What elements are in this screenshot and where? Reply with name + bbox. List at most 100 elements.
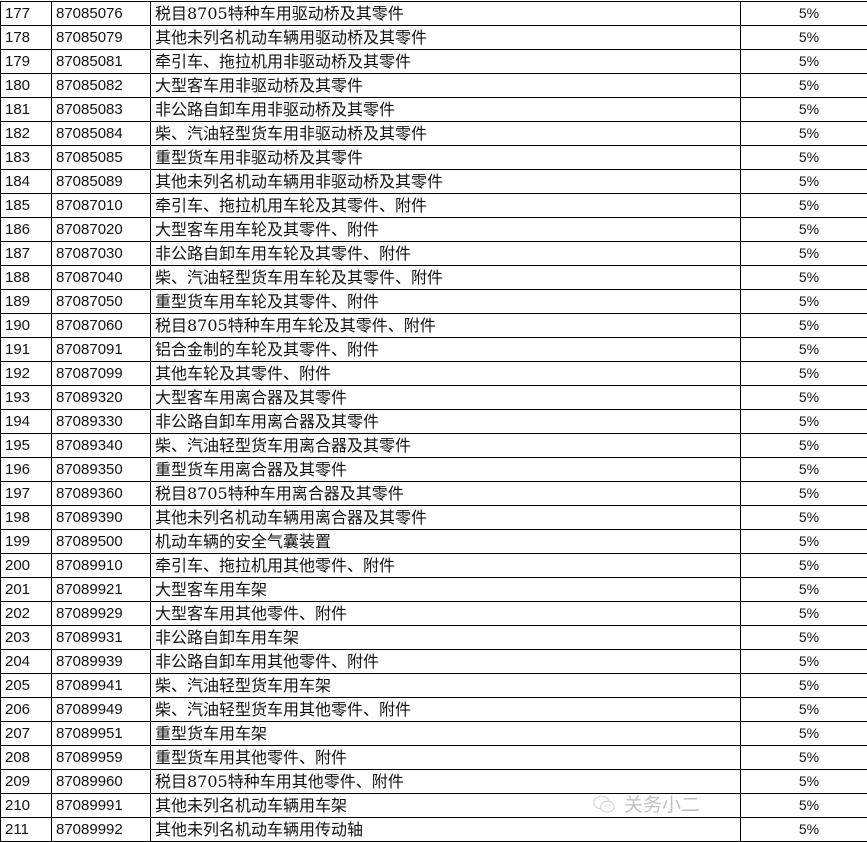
row-number: 208 <box>0 745 52 770</box>
tariff-rate: 5% <box>740 361 867 386</box>
hs-code: 87085089 <box>51 169 151 194</box>
table-row: 178 87085079 其他未列名机动车辆用驱动桥及其零件 5% <box>0 25 867 50</box>
row-number: 210 <box>0 793 52 818</box>
tariff-rate: 5% <box>740 73 867 98</box>
tariff-rate: 5% <box>740 121 867 146</box>
item-description: 非公路自卸车用离合器及其零件 <box>150 409 741 434</box>
table-row: 189 87087050 重型货车用车轮及其零件、附件 5% <box>0 289 867 314</box>
tariff-rate: 5% <box>740 505 867 530</box>
item-description: 大型客车用车架 <box>150 577 741 602</box>
hs-code: 87087010 <box>51 193 151 218</box>
item-description: 税目8705特种车用离合器及其零件 <box>150 481 741 506</box>
table-row: 198 87089390 其他未列名机动车辆用离合器及其零件 5% <box>0 505 867 530</box>
item-description: 大型客车用离合器及其零件 <box>150 385 741 410</box>
item-description: 其他未列名机动车辆用驱动桥及其零件 <box>150 25 741 50</box>
table-row: 190 87087060 税目8705特种车用车轮及其零件、附件 5% <box>0 313 867 338</box>
hs-code: 87087030 <box>51 241 151 266</box>
hs-code: 87089939 <box>51 649 151 674</box>
hs-code: 87089959 <box>51 745 151 770</box>
table-row: 208 87089959 重型货车用其他零件、附件 5% <box>0 745 867 770</box>
item-description: 税目8705特种车用其他零件、附件 <box>150 769 741 794</box>
table-row: 203 87089931 非公路自卸车用车架 5% <box>0 625 867 650</box>
item-description: 其他未列名机动车辆用车架 <box>150 793 741 818</box>
item-description: 牵引车、拖拉机用其他零件、附件 <box>150 553 741 578</box>
tariff-rate: 5% <box>740 1 867 26</box>
item-description: 柴、汽油轻型货车用离合器及其零件 <box>150 433 741 458</box>
item-description: 非公路自卸车用非驱动桥及其零件 <box>150 97 741 122</box>
tariff-rate: 5% <box>740 769 867 794</box>
table-row: 206 87089949 柴、汽油轻型货车用其他零件、附件 5% <box>0 697 867 722</box>
table-row: 183 87085085 重型货车用非驱动桥及其零件 5% <box>0 145 867 170</box>
row-number: 187 <box>0 241 52 266</box>
tariff-rate: 5% <box>740 49 867 74</box>
tariff-rate: 5% <box>740 313 867 338</box>
tariff-rate: 5% <box>740 673 867 698</box>
table-row: 193 87089320 大型客车用离合器及其零件 5% <box>0 385 867 410</box>
tariff-rate: 5% <box>740 193 867 218</box>
item-description: 牵引车、拖拉机用非驱动桥及其零件 <box>150 49 741 74</box>
tariff-rate: 5% <box>740 457 867 482</box>
row-number: 184 <box>0 169 52 194</box>
row-number: 209 <box>0 769 52 794</box>
table-row: 184 87085089 其他未列名机动车辆用非驱动桥及其零件 5% <box>0 169 867 194</box>
hs-code: 87089320 <box>51 385 151 410</box>
item-description: 其他未列名机动车辆用非驱动桥及其零件 <box>150 169 741 194</box>
row-number: 203 <box>0 625 52 650</box>
table-row: 209 87089960 税目8705特种车用其他零件、附件 5% <box>0 769 867 794</box>
hs-code: 87089340 <box>51 433 151 458</box>
table-row: 205 87089941 柴、汽油轻型货车用车架 5% <box>0 673 867 698</box>
row-number: 186 <box>0 217 52 242</box>
item-description: 柴、汽油轻型货车用其他零件、附件 <box>150 697 741 722</box>
table-row: 204 87089939 非公路自卸车用其他零件、附件 5% <box>0 649 867 674</box>
tariff-rate: 5% <box>740 97 867 122</box>
table-row: 177 87085076 税目8705特种车用驱动桥及其零件 5% <box>0 1 867 26</box>
item-description: 柴、汽油轻型货车用非驱动桥及其零件 <box>150 121 741 146</box>
table-row: 197 87089360 税目8705特种车用离合器及其零件 5% <box>0 481 867 506</box>
row-number: 205 <box>0 673 52 698</box>
hs-code: 87085085 <box>51 145 151 170</box>
row-number: 204 <box>0 649 52 674</box>
row-number: 206 <box>0 697 52 722</box>
table-row: 188 87087040 柴、汽油轻型货车用车轮及其零件、附件 5% <box>0 265 867 290</box>
item-description: 大型客车用车轮及其零件、附件 <box>150 217 741 242</box>
row-number: 181 <box>0 97 52 122</box>
row-number: 183 <box>0 145 52 170</box>
tariff-rate: 5% <box>740 745 867 770</box>
item-description: 其他未列名机动车辆用离合器及其零件 <box>150 505 741 530</box>
item-description: 税目8705特种车用驱动桥及其零件 <box>150 1 741 26</box>
row-number: 194 <box>0 409 52 434</box>
item-description: 牵引车、拖拉机用车轮及其零件、附件 <box>150 193 741 218</box>
row-number: 190 <box>0 313 52 338</box>
table-row: 202 87089929 大型客车用其他零件、附件 5% <box>0 601 867 626</box>
tariff-rate: 5% <box>740 601 867 626</box>
row-number: 185 <box>0 193 52 218</box>
hs-code: 87089931 <box>51 625 151 650</box>
hs-code: 87087060 <box>51 313 151 338</box>
tariff-rate: 5% <box>740 337 867 362</box>
tariff-rate: 5% <box>740 217 867 242</box>
row-number: 193 <box>0 385 52 410</box>
tariff-rate: 5% <box>740 793 867 818</box>
row-number: 207 <box>0 721 52 746</box>
row-number: 178 <box>0 25 52 50</box>
item-description: 机动车辆的安全气囊装置 <box>150 529 741 554</box>
tariff-rate: 5% <box>740 625 867 650</box>
row-number: 180 <box>0 73 52 98</box>
row-number: 201 <box>0 577 52 602</box>
hs-code: 87085076 <box>51 1 151 26</box>
item-description: 重型货车用离合器及其零件 <box>150 457 741 482</box>
table-row: 194 87089330 非公路自卸车用离合器及其零件 5% <box>0 409 867 434</box>
item-description: 重型货车用非驱动桥及其零件 <box>150 145 741 170</box>
item-description: 非公路自卸车用其他零件、附件 <box>150 649 741 674</box>
hs-code: 87087099 <box>51 361 151 386</box>
tariff-rate: 5% <box>740 529 867 554</box>
row-number: 189 <box>0 289 52 314</box>
hs-code: 87089921 <box>51 577 151 602</box>
tariff-rate: 5% <box>740 385 867 410</box>
tariff-rate: 5% <box>740 289 867 314</box>
hs-code: 87089910 <box>51 553 151 578</box>
table-row: 192 87087099 其他车轮及其零件、附件 5% <box>0 361 867 386</box>
item-description: 柴、汽油轻型货车用车架 <box>150 673 741 698</box>
item-description: 重型货车用其他零件、附件 <box>150 745 741 770</box>
